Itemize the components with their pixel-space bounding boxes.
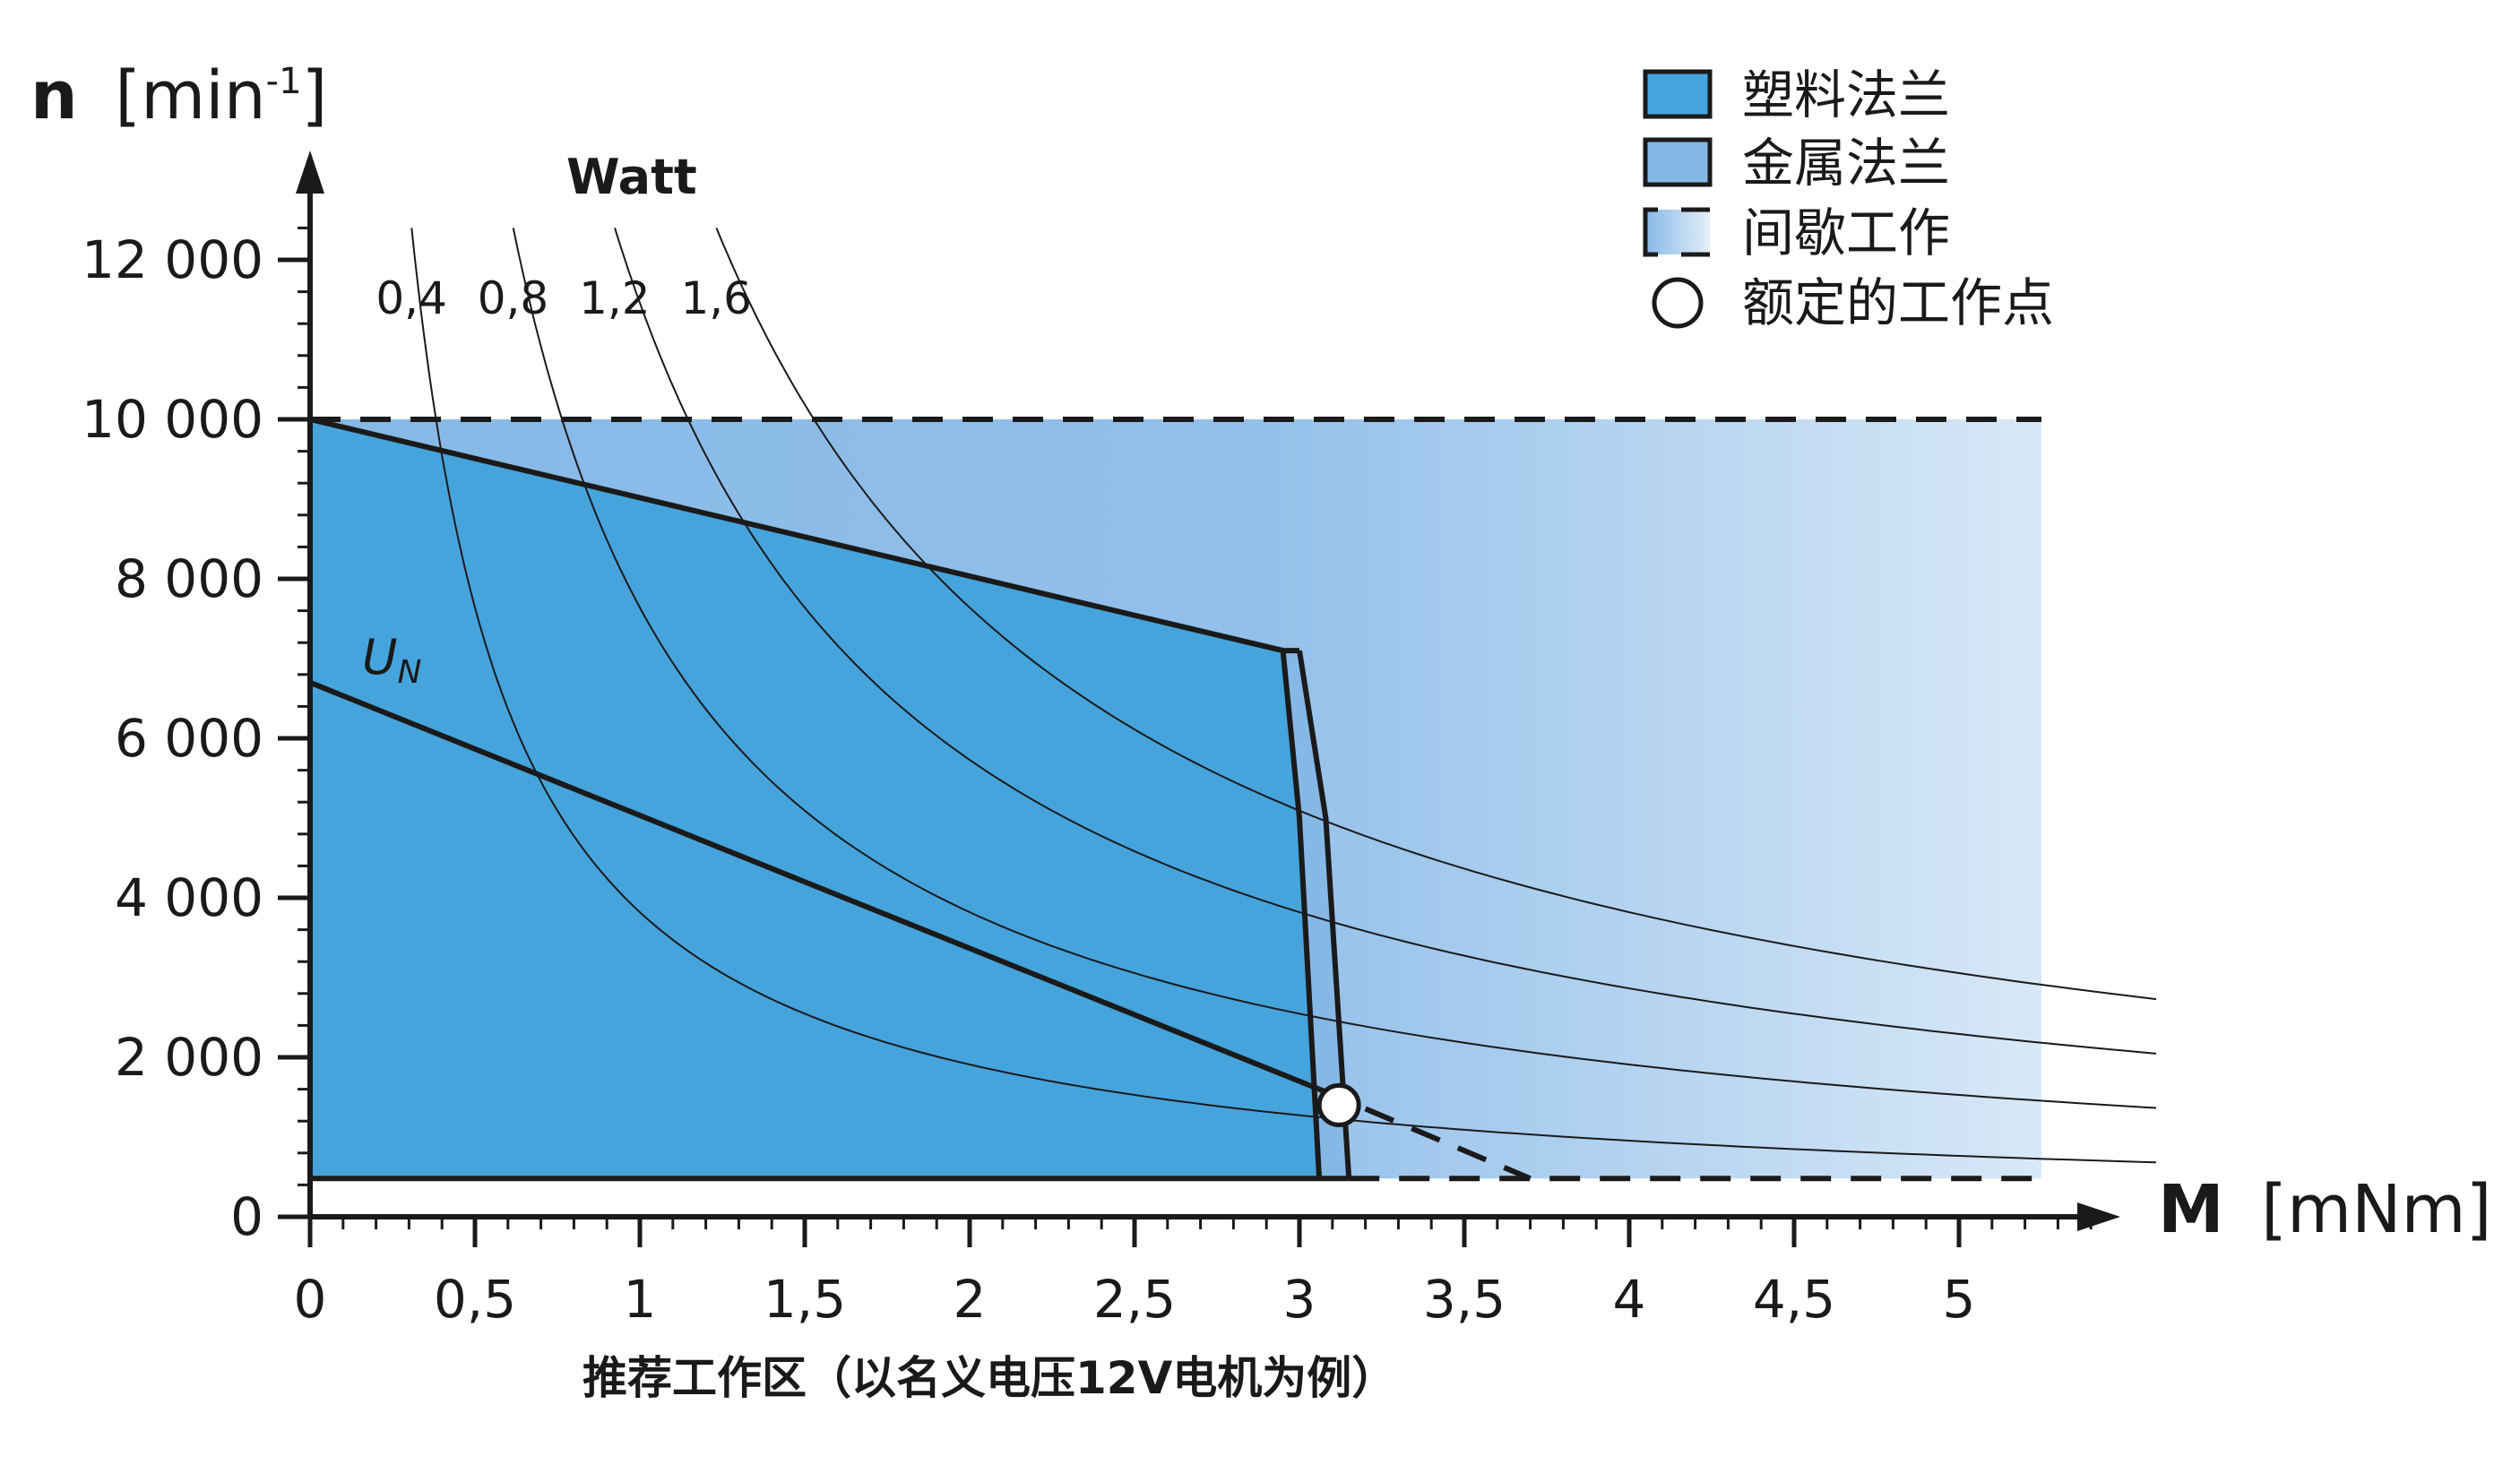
legend-label-3: 额定的工作点: [1742, 272, 2054, 333]
y-tick-label: 10 000: [82, 389, 263, 450]
x-axis-arrow: [2077, 1202, 2120, 1231]
voltage-line-label-sub: N: [398, 654, 422, 691]
legend-swatch-1: [1643, 137, 1713, 187]
power-curve-0: [410, 228, 2156, 1164]
legend-swatch-3: [1652, 277, 1704, 329]
power-curve-3: [715, 228, 2156, 1001]
y-tick-label: 6 000: [115, 708, 263, 769]
power-curve-label-2: 1,2: [579, 272, 651, 324]
y-tick-label: 0: [230, 1186, 263, 1247]
voltage-line-label-main: U: [362, 629, 398, 685]
x-tick-label: 3,5: [1423, 1269, 1506, 1330]
y-axis-arrow: [296, 151, 324, 194]
x-tick-label: 2: [954, 1269, 987, 1330]
legend-label-2: 间歇工作: [1742, 203, 1950, 263]
rated-point-marker: [1316, 1082, 1361, 1127]
legend-label-1: 金属法兰: [1742, 133, 1950, 194]
y-axis-unit-exponent: -1: [266, 61, 302, 102]
y-axis-unit: [min: [115, 57, 265, 134]
y-tick-label: 4 000: [115, 867, 263, 928]
axes: 0 2 000 4 000 6 000 8 000 10 000 12 000 0 0,5 1 1,…: [82, 151, 2120, 1330]
x-tick-label: 4,5: [1753, 1269, 1835, 1330]
legend-label-0: 塑料法兰: [1742, 65, 1950, 125]
x-tick-label: 1,5: [764, 1269, 846, 1330]
x-tick-label: 1: [624, 1269, 657, 1330]
legend-swatch-0: [1643, 69, 1713, 119]
x-axis-symbol: M: [2158, 1171, 2224, 1248]
x-axis-unit: [mNm]: [2261, 1171, 2491, 1248]
power-curve-2: [614, 228, 2156, 1055]
power-curve-label-1: 0,8: [478, 272, 549, 324]
y-axis-symbol: n: [30, 57, 78, 134]
y-axis-title: n [min-1]: [30, 57, 327, 134]
regions: [310, 419, 2041, 1179]
y-tick-label: 2 000: [115, 1027, 263, 1088]
power-curve-label-0: 0,4: [375, 272, 447, 324]
legend-swatch-2: [1645, 210, 1710, 254]
x-tick-label: 3: [1283, 1269, 1316, 1330]
plastic-flange-outline: [309, 417, 1323, 1179]
power-curves: [410, 228, 2156, 1164]
x-tick-label: 4: [1613, 1269, 1646, 1330]
y-tick-label: 12 000: [82, 229, 263, 290]
voltage-line-label: UN: [362, 629, 421, 691]
outlines: [308, 417, 2041, 1182]
metal-flange-outline: [1297, 650, 1352, 1179]
y-tick-label: 8 000: [115, 548, 263, 609]
x-tick-label: 0: [294, 1269, 327, 1330]
x-tick-label: 2,5: [1093, 1269, 1176, 1330]
voltage-line: [308, 679, 1321, 1092]
y-axis-unit-close: ]: [302, 57, 328, 134]
power-curve-label-3: 1,6: [680, 272, 752, 324]
power-curve-1: [512, 228, 2156, 1109]
x-tick-label: 0,5: [434, 1269, 516, 1330]
x-tick-label: 5: [1943, 1269, 1976, 1330]
chart-caption: 推荐工作区（以名义电压12V电机为例）: [583, 1352, 1396, 1404]
voltage-line-extension: [1317, 1086, 1532, 1182]
x-axis-title: M [mNm]: [2158, 1171, 2491, 1248]
power-header: Watt: [566, 149, 697, 205]
legend-swatch-bracket-2: [1643, 207, 1658, 257]
